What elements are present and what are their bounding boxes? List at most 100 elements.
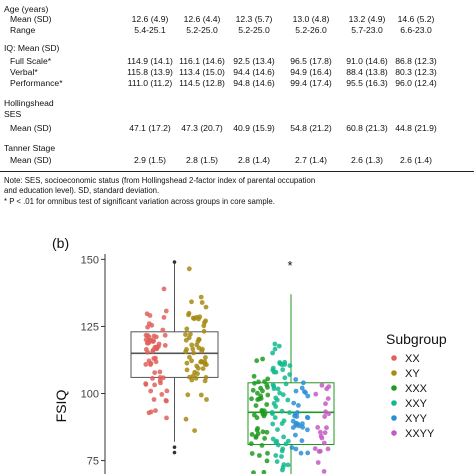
data-point xyxy=(291,400,297,406)
data-point xyxy=(162,332,168,338)
data-point xyxy=(249,451,255,456)
data-point xyxy=(163,308,169,314)
data-point xyxy=(325,446,331,452)
legend-label: XYY xyxy=(405,413,428,425)
table-cell: 60.8 (21.3) xyxy=(346,123,388,133)
data-point xyxy=(201,328,207,334)
data-point xyxy=(261,469,267,474)
data-point xyxy=(281,434,286,440)
data-point xyxy=(270,411,275,417)
data-point xyxy=(283,381,289,387)
data-point xyxy=(293,432,298,438)
table-cell: 94.4 (14.6) xyxy=(233,67,275,77)
data-point xyxy=(293,446,299,452)
data-point xyxy=(270,367,276,373)
points-xyy xyxy=(289,377,311,456)
data-point xyxy=(254,358,260,364)
data-point xyxy=(305,427,310,433)
data-point xyxy=(256,379,261,385)
plot-area xyxy=(130,260,335,474)
table-cell: 114.5 (12.8) xyxy=(179,78,225,88)
data-point xyxy=(326,411,332,417)
data-point xyxy=(294,414,300,419)
data-point xyxy=(313,391,319,397)
data-point xyxy=(264,429,270,435)
data-point xyxy=(265,376,271,382)
data-point xyxy=(290,418,296,424)
data-point xyxy=(204,362,209,368)
table-row-label: Age (years) xyxy=(4,4,49,14)
table-cell: 40.9 (15.9) xyxy=(233,123,275,133)
table-cell: 2.9 (1.5) xyxy=(133,155,166,165)
table-cell: 6.6-23.0 xyxy=(400,25,432,35)
data-point xyxy=(264,402,270,407)
data-point xyxy=(154,346,159,352)
data-point xyxy=(145,324,151,330)
table-cell: 47.3 (20.7) xyxy=(181,123,223,133)
boxplot-xx-xy xyxy=(130,260,219,455)
data-point xyxy=(272,341,278,347)
data-point xyxy=(271,386,277,392)
data-point xyxy=(162,343,168,348)
points-xxyy xyxy=(312,382,332,474)
data-point xyxy=(274,438,280,444)
data-point xyxy=(187,374,192,380)
data-point xyxy=(199,300,205,305)
data-point xyxy=(260,388,265,394)
data-point xyxy=(159,392,165,397)
data-point xyxy=(190,346,196,352)
table-cell: 5.4-25.1 xyxy=(134,25,166,35)
data-point xyxy=(282,375,288,381)
data-point xyxy=(198,392,204,398)
table-row-label: Mean (SD) xyxy=(10,14,52,24)
table-cell: 5.2-25.0 xyxy=(238,25,270,35)
legend-marker xyxy=(391,385,397,391)
data-point xyxy=(265,392,271,398)
data-point xyxy=(158,380,163,386)
data-point xyxy=(248,441,254,447)
data-point xyxy=(186,266,192,272)
data-point xyxy=(277,390,283,396)
data-point xyxy=(143,332,149,338)
data-point xyxy=(324,386,330,392)
table-cell: 5.2-26.0 xyxy=(295,25,327,35)
data-point xyxy=(160,327,166,333)
data-point xyxy=(262,379,267,384)
data-point xyxy=(196,345,202,351)
data-point xyxy=(183,332,188,337)
data-point xyxy=(283,441,289,447)
data-point xyxy=(321,440,327,446)
data-point xyxy=(279,454,284,459)
data-point xyxy=(322,414,328,419)
data-point xyxy=(184,347,189,352)
data-point xyxy=(298,450,304,456)
data-point xyxy=(275,386,281,392)
table-cell: 5.7-23.0 xyxy=(351,25,383,35)
box-outlier xyxy=(172,260,177,264)
table-cell: 2.6 (1.4) xyxy=(399,155,432,165)
data-point xyxy=(196,337,202,343)
table-row-label: Full Scale* xyxy=(10,56,52,66)
table-cell: 80.3 (12.3) xyxy=(395,67,437,77)
data-point xyxy=(270,436,276,442)
data-point xyxy=(299,438,305,444)
data-point xyxy=(265,450,270,456)
data-point xyxy=(280,367,286,373)
data-point xyxy=(203,355,208,360)
data-point xyxy=(152,382,158,388)
data-point xyxy=(281,418,287,424)
legend-label: XY xyxy=(405,368,420,380)
significance-mark: * xyxy=(287,258,292,273)
table-rule xyxy=(0,171,474,172)
data-point xyxy=(143,362,149,367)
y-axis-title: FSIQ xyxy=(53,390,69,423)
table-cell: 12.6 (4.9) xyxy=(131,14,169,24)
data-point xyxy=(323,401,328,407)
data-point xyxy=(281,462,287,467)
data-point xyxy=(279,408,285,414)
data-point xyxy=(256,396,262,402)
data-point xyxy=(191,350,197,356)
y-tick-label: 100 xyxy=(81,389,99,401)
data-point xyxy=(153,355,158,361)
data-point xyxy=(319,382,325,388)
